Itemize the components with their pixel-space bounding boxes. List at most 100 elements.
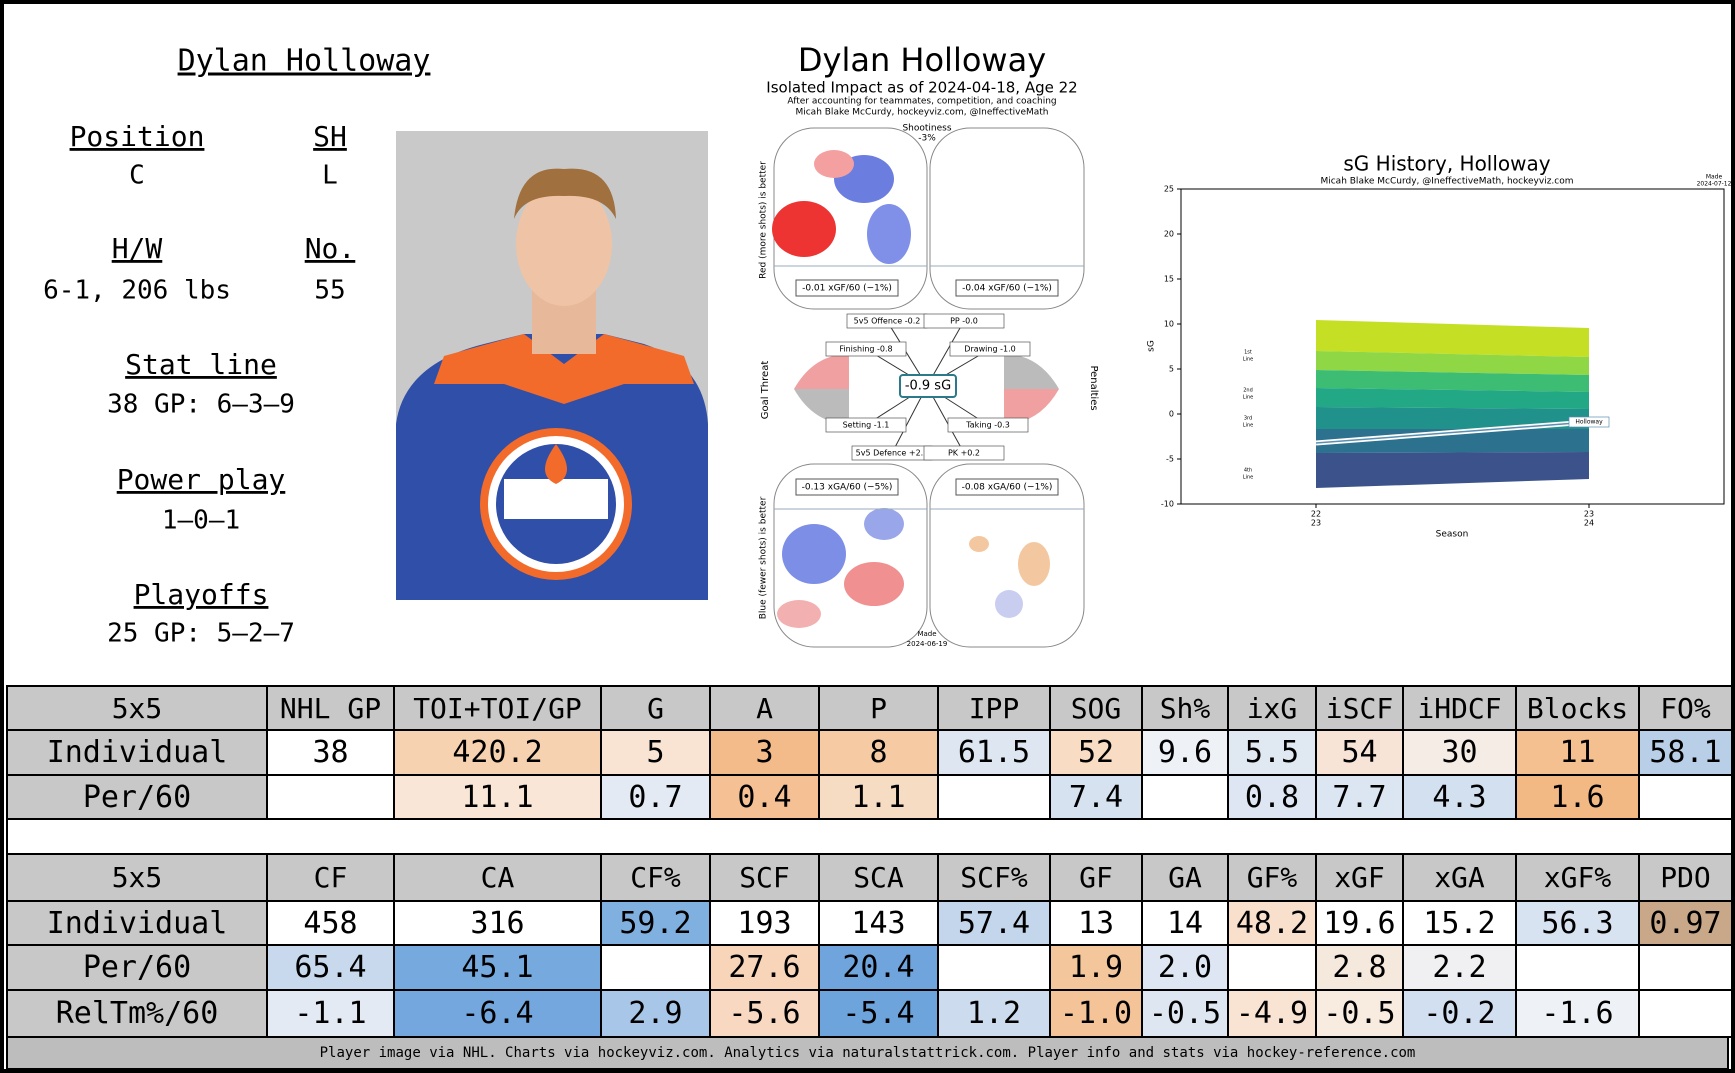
header-row: 5x5 NHL GP TOI+TOI/GP G A P IPP SOG Sh% ixG iSCF iH… <box>6 685 1733 731</box>
y-tick-label: 10 <box>1164 320 1174 329</box>
stat-cell <box>1638 989 1733 1038</box>
stat-cell: 13 <box>1049 900 1143 946</box>
line-label: 2nd <box>1243 388 1253 394</box>
axis-note: Red (more shots) is better <box>759 161 769 279</box>
header-cell: 5x5 <box>6 685 268 731</box>
header-cell: CF% <box>600 853 711 902</box>
component-box <box>825 417 907 433</box>
axis-note: Blue (fewer shots) is better <box>759 496 769 619</box>
value: 55 <box>314 276 345 306</box>
side-label: Penalties <box>1088 365 1099 410</box>
header-cell: SCF% <box>937 853 1051 902</box>
stat-cell: 14 <box>1141 900 1229 946</box>
header-cell: GA <box>1141 853 1229 902</box>
header-cell: iHDCF <box>1402 685 1517 731</box>
value: 6-1, 206 lbs <box>43 276 231 306</box>
value: 38 GP: 6–3–9 <box>107 390 295 420</box>
stat-cell: -6.4 <box>393 989 602 1038</box>
stat-cell: 30 <box>1402 729 1517 776</box>
stat-cell: 1.1 <box>818 774 939 820</box>
y-tick-label: -5 <box>1166 455 1174 464</box>
stat-row: RelTm%/60 -1.1 -6.4 2.9 -5.6 -5.4 1.2 -1.0 -0.5-… <box>6 989 1733 1038</box>
top-panel: Dylan Holloway Position C SH L H/W 6-1, … <box>43 41 1732 649</box>
stat-cell: 2.8 <box>1315 944 1404 991</box>
line-label: Line <box>1243 423 1253 429</box>
stat-cell: -5.6 <box>709 989 820 1038</box>
stat-cell: 8 <box>818 729 939 776</box>
individual-table: 5x5 NHL GP TOI+TOI/GP G A P IPP SOG Sh% ixG iSCF iH… <box>6 685 1733 820</box>
stat-cell <box>1638 774 1733 820</box>
player-line-label: Holloway <box>1575 419 1603 426</box>
stat-cell: 2.0 <box>1141 944 1229 991</box>
header-cell: IPP <box>937 685 1051 731</box>
onice-table: 5x5 CF CA CF% SCF SCA SCF% GF GA GF% xGF xGA xGF% PDO… <box>6 853 1733 1038</box>
stat-cell <box>600 944 711 991</box>
chart-subtitle: Micah Blake McCurdy, @IneffectiveMath, h… <box>1320 177 1573 187</box>
label: Playoffs <box>134 578 269 611</box>
component-label: Taking -0.3 <box>965 421 1010 430</box>
stat-cell: -0.5 <box>1141 989 1229 1038</box>
label: Power play <box>117 463 286 496</box>
footer: Player image via NHL. Charts via hockeyv… <box>6 1036 1729 1070</box>
label: Position <box>70 120 205 153</box>
line-label: Line <box>1243 357 1253 363</box>
component-label: 5v5 Defence +2.2 <box>856 449 929 458</box>
stat-cell: 54 <box>1315 729 1404 776</box>
stat-row: Individual 458 316 59.2 193 143 57.4 13 14 48.2 19… <box>6 900 1733 946</box>
stat-cell: 11 <box>1515 729 1640 776</box>
stat-cell: -1.1 <box>266 989 395 1038</box>
stat-cell: 4.3 <box>1402 774 1517 820</box>
stat-cell: 58.1 <box>1638 729 1733 776</box>
label: H/W <box>112 232 163 265</box>
y-tick-label: 5 <box>1169 365 1174 374</box>
impact-subtitle: Isolated Impact as of 2024-04-18, Age 22 <box>766 79 1077 97</box>
header-cell: SOG <box>1049 685 1143 731</box>
x-tick-label: 23 <box>1584 510 1594 519</box>
xg-label: -0.08 xGA/60 (−1%) <box>962 483 1053 493</box>
stat-cell: 57.4 <box>937 900 1051 946</box>
y-tick-label: 20 <box>1164 230 1174 239</box>
stat-cell: 1.2 <box>937 989 1051 1038</box>
stat-cell: 193 <box>709 900 820 946</box>
label: No. <box>305 232 356 265</box>
player-photo <box>396 131 708 600</box>
component-box <box>947 417 1029 433</box>
header-cell: CF <box>266 853 395 902</box>
sg-history-chart: sG History, Holloway Micah Blake McCurdy… <box>1147 152 1732 540</box>
stat-cell <box>1515 944 1640 991</box>
header-cell: Blocks <box>1515 685 1640 731</box>
y-tick-label: -10 <box>1161 500 1174 509</box>
impact-credit: Micah Blake McCurdy, hockeyviz.com, @Ine… <box>795 108 1048 118</box>
stat-cell: 7.4 <box>1049 774 1143 820</box>
header-cell: xGA <box>1402 853 1517 902</box>
player-name: Dylan Holloway <box>178 44 431 79</box>
stat-cell: 2.2 <box>1402 944 1517 991</box>
stat-row: Per/60 65.4 45.1 27.6 20.4 1.9 2.0 2.8 2.2 <box>6 944 1733 991</box>
header-cell: GF <box>1049 853 1143 902</box>
stat-cell: 5 <box>600 729 711 776</box>
stat-cell: 48.2 <box>1227 900 1317 946</box>
component-label: 5v5 Offence -0.2 <box>854 317 921 326</box>
label: Stat line <box>125 348 277 381</box>
stat-cell: 45.1 <box>393 944 602 991</box>
stat-cell: -1.0 <box>1049 989 1143 1038</box>
stat-cell: 52 <box>1049 729 1143 776</box>
label: SH <box>313 120 347 153</box>
x-tick-label: 24 <box>1584 519 1594 528</box>
component-label: Finishing -0.8 <box>839 345 892 354</box>
chart-title: sG History, Holloway <box>1343 152 1550 176</box>
stat-cell: 27.6 <box>709 944 820 991</box>
stat-cell <box>1141 774 1229 820</box>
stat-cell: -0.2 <box>1402 989 1517 1038</box>
stat-cell: 0.4 <box>709 774 820 820</box>
header-cell: FO% <box>1638 685 1733 731</box>
header-cell: Sh% <box>1141 685 1229 731</box>
impact-graphic: Dylan Holloway Isolated Impact as of 202… <box>759 41 1100 648</box>
stat-cell: -1.6 <box>1515 989 1640 1038</box>
stat-cell: 316 <box>393 900 602 946</box>
x-axis-label: Season <box>1436 530 1469 540</box>
stat-cell: -0.5 <box>1315 989 1404 1038</box>
stat-cell <box>1638 944 1733 991</box>
y-tick-label: 0 <box>1169 410 1174 419</box>
